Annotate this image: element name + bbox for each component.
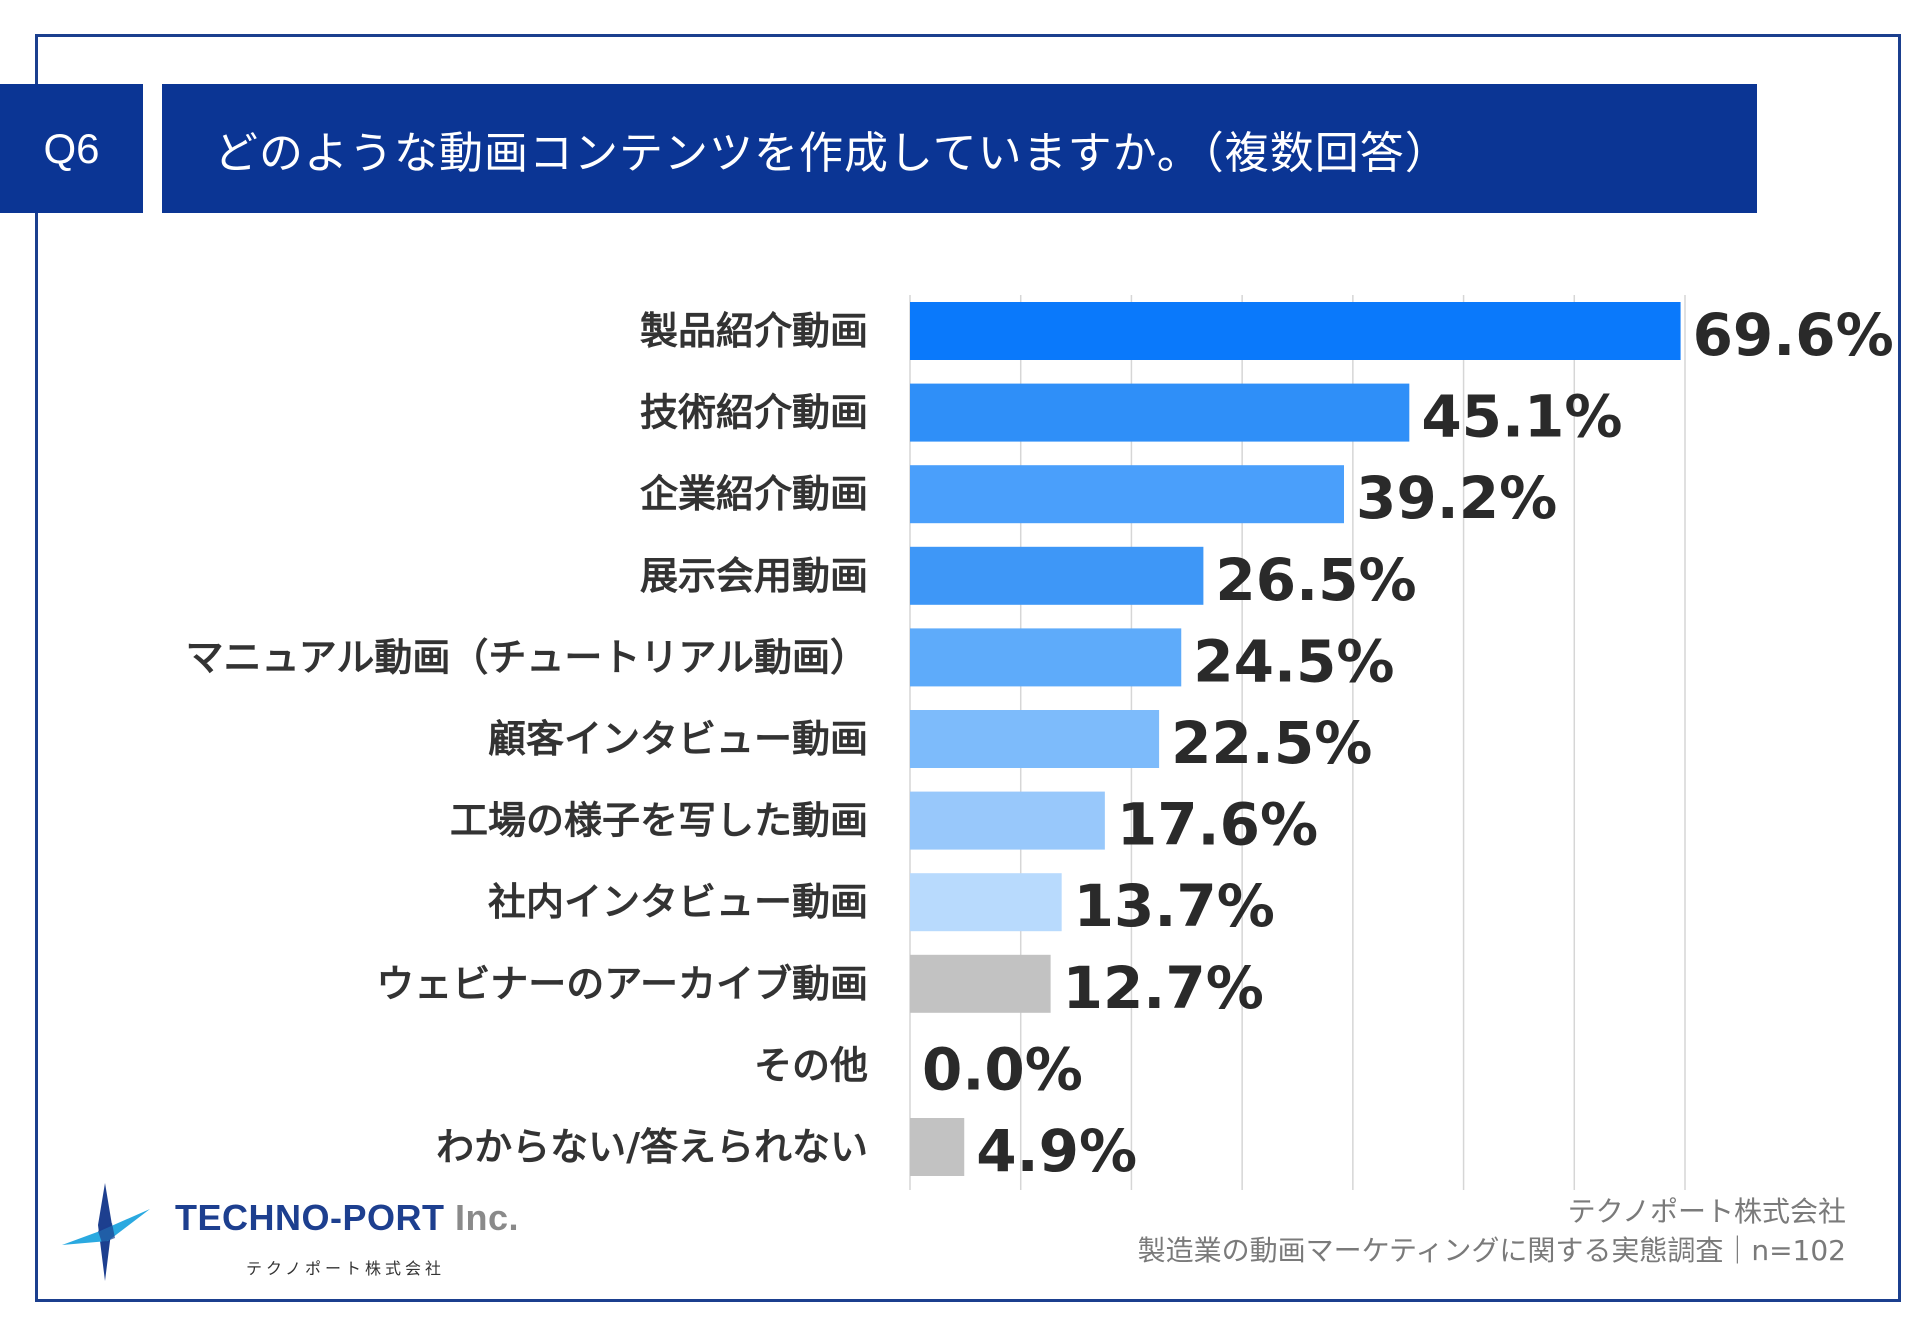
bar-7 <box>910 791 1105 850</box>
chart-frame <box>35 34 1901 1302</box>
bar-11 <box>910 1118 965 1176</box>
bars <box>910 302 1681 1176</box>
logo-mark-icon <box>62 1183 150 1281</box>
value-label-3: 39.2% <box>1356 464 1557 532</box>
category-label-4: 展示会用動画 <box>640 554 868 598</box>
category-label-3: 企業紹介動画 <box>640 472 868 516</box>
bar-4 <box>910 546 1204 605</box>
bar-5 <box>910 628 1182 687</box>
bar-3 <box>910 465 1344 524</box>
value-label-10: 0.0% <box>922 1035 1083 1103</box>
source-survey: 製造業の動画マーケティングに関する実態調査｜n=102 <box>1137 1234 1846 1267</box>
question-number-badge: Q6 <box>0 84 143 213</box>
bar-6 <box>910 710 1160 768</box>
value-label-9: 12.7% <box>1063 954 1264 1022</box>
logo-subtitle: テクノポート株式会社 <box>246 1259 446 1278</box>
value-label-6: 22.5% <box>1171 709 1372 777</box>
value-label-7: 17.6% <box>1117 791 1318 859</box>
category-label-10: その他 <box>754 1043 868 1087</box>
source-note: テクノポート株式会社 製造業の動画マーケティングに関する実態調査｜n=102 <box>1138 1192 1846 1270</box>
value-label-2: 45.1% <box>1421 383 1622 451</box>
category-label-8: 社内インタビュー動画 <box>488 880 868 924</box>
value-label-4: 26.5% <box>1215 546 1416 614</box>
value-labels: 69.6% 45.1% 39.2% 26.5% 24.5% 22.5% 17.6% 13.7%… <box>922 301 1894 1185</box>
bar-8 <box>910 873 1062 932</box>
bar-9 <box>910 954 1051 1013</box>
logo-name-text: TECHNO-PORT <box>175 1197 445 1238</box>
bar-1 <box>910 302 1681 360</box>
category-label-2: 技術紹介動画 <box>640 391 868 435</box>
logo-suffix-text: Inc. <box>455 1197 520 1238</box>
logo-wordmark: TECHNO-PORT Inc. <box>175 1197 519 1239</box>
company-logo: TECHNO-PORT Inc. テクノポート株式会社 <box>60 1183 540 1283</box>
category-label-6: 顧客インタビュー動画 <box>488 717 868 761</box>
bar-2 <box>910 383 1410 442</box>
source-company: テクノポート株式会社 <box>1567 1195 1846 1228</box>
category-label-9: ウェビナーのアーカイブ動画 <box>376 962 868 1006</box>
value-label-1: 69.6% <box>1693 301 1894 369</box>
value-label-5: 24.5% <box>1193 627 1394 695</box>
category-label-1: 製品紹介動画 <box>640 309 868 353</box>
value-label-8: 13.7% <box>1074 872 1275 940</box>
category-label-11: わからない/答えられない <box>436 1125 868 1169</box>
category-label-7: 工場の様子を写した動画 <box>450 799 868 843</box>
category-labels: 製品紹介動画技術紹介動画企業紹介動画展示会用動画マニュアル動画（チュートリアル動… <box>186 309 868 1169</box>
category-label-5: マニュアル動画（チュートリアル動画） <box>186 635 868 679</box>
question-title: どのような動画コンテンツを作成していますか。（複数回答） <box>162 84 1757 213</box>
value-label-11: 4.9% <box>976 1117 1137 1185</box>
